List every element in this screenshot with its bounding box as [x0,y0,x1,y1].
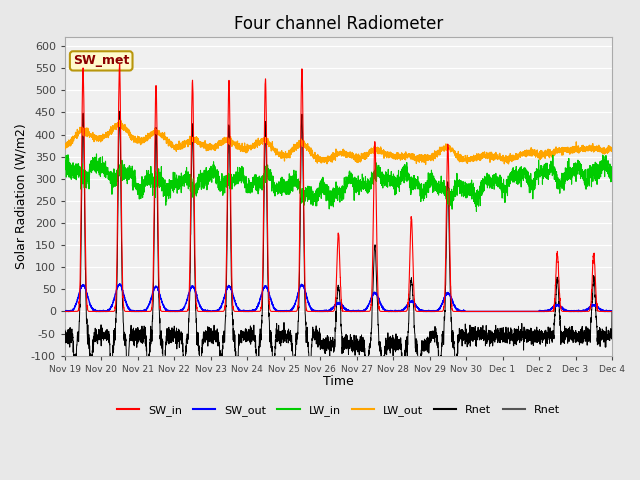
LW_in [159,184,167,190]
Line: Rnet: Rnet [65,111,612,391]
Line: SW_out: SW_out [65,284,612,312]
Line: SW_in: SW_in [65,64,612,312]
LW_in [472,209,480,215]
SW_in [608,309,616,314]
SW_out [116,281,124,287]
LW_in [608,175,616,181]
SW_in [431,309,438,314]
SW_out [61,309,68,314]
LW_out [461,157,469,163]
SW_in [461,309,469,314]
X-axis label: Time: Time [323,375,354,388]
SW_in [462,309,470,314]
LW_in [61,158,68,164]
LW_in [318,176,326,182]
LW_out [608,146,616,152]
SW_out [607,309,615,314]
LW_in [431,181,438,187]
Line: LW_in: LW_in [65,154,612,212]
LW_out [159,131,167,136]
LW_out [116,117,124,122]
Rnet [400,388,408,394]
Legend: SW_in, SW_out, LW_in, LW_out, Rnet, Rnet: SW_in, SW_out, LW_in, LW_out, Rnet, Rnet [113,400,564,420]
SW_in [492,309,500,314]
Rnet [159,362,167,368]
SW_out [608,309,616,314]
LW_in [461,187,469,192]
LW_out [318,156,326,162]
SW_in [116,61,124,67]
Rnet [461,341,469,347]
LW_out [422,162,429,168]
SW_out [61,309,68,314]
SW_out [492,309,500,314]
LW_out [492,155,500,161]
Rnet [61,327,68,333]
LW_out [431,151,439,157]
LW_in [607,172,615,178]
Rnet [492,333,500,338]
Y-axis label: Solar Radiation (W/m2): Solar Radiation (W/m2) [15,124,28,269]
SW_in [159,309,167,314]
Line: LW_out: LW_out [65,120,612,165]
SW_in [61,309,68,314]
SW_in [607,309,615,314]
Rnet [318,342,326,348]
Rnet [116,108,124,114]
SW_out [159,302,167,308]
SW_out [461,309,469,314]
LW_in [492,174,500,180]
SW_in [318,309,326,314]
SW_out [431,309,439,314]
Text: SW_met: SW_met [73,54,129,67]
Rnet [608,309,616,314]
LW_out [61,146,68,152]
Title: Four channel Radiometer: Four channel Radiometer [234,15,443,33]
SW_out [318,309,326,314]
LW_in [93,151,100,157]
Rnet [431,333,439,339]
LW_out [607,149,615,155]
Rnet [607,329,615,335]
